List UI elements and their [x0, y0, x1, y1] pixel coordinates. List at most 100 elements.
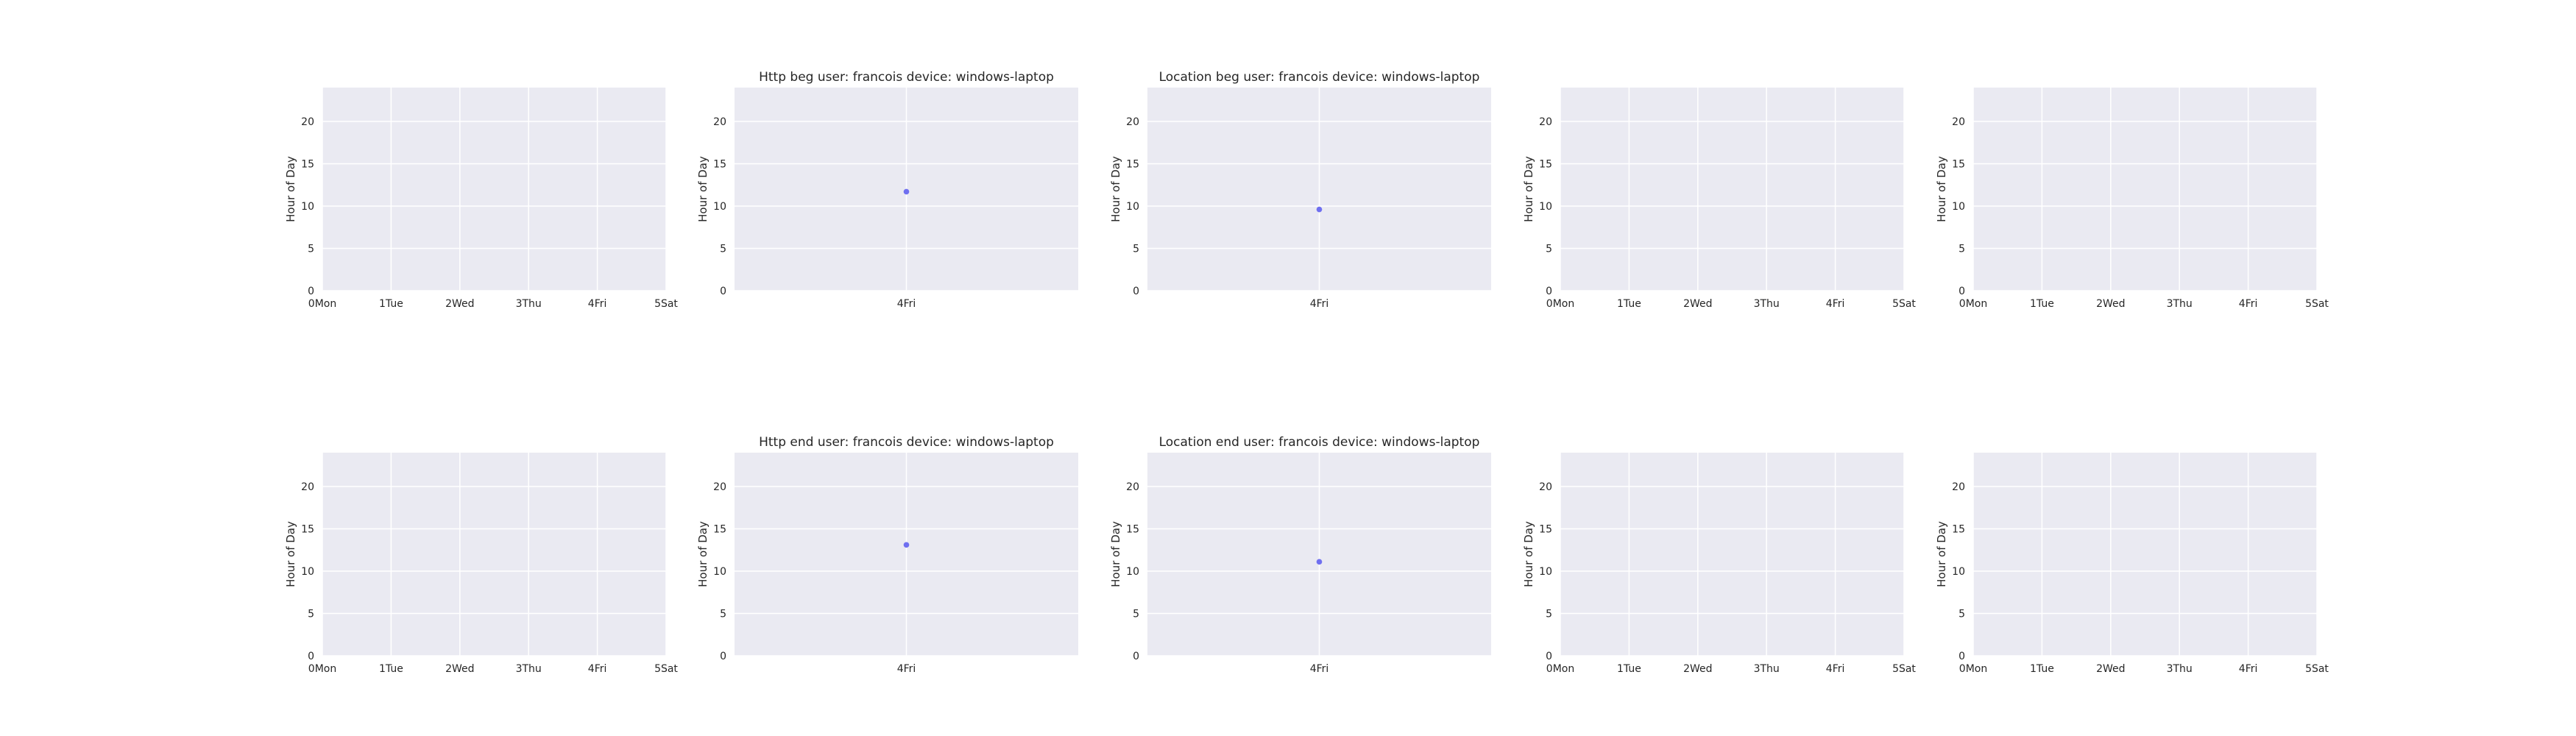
- data-point: [903, 188, 910, 195]
- y-tick-label: 0: [1958, 286, 1965, 297]
- y-axis-label: Hour of Day: [1109, 521, 1122, 587]
- plot-area: [1973, 88, 2317, 291]
- y-tick-label: 20: [301, 116, 314, 128]
- x-tick-label: 4Fri: [897, 663, 916, 675]
- y-tick-label: 0: [1546, 651, 1552, 662]
- y-tick-label: 20: [301, 481, 314, 493]
- x-tick-label: 1Tue: [1617, 663, 1641, 675]
- subplot-3: 0 5 10 15 20 4Fri Hour of Day Location beg user…: [1109, 70, 1491, 310]
- y-tick-label: 15: [301, 524, 314, 536]
- x-tick-label: 1Tue: [2030, 298, 2054, 310]
- y-axis-label: Hour of Day: [1522, 521, 1535, 587]
- x-tick-label: 2Wed: [2096, 298, 2125, 310]
- y-tick-label: 5: [308, 244, 314, 255]
- y-tick-label: 10: [301, 201, 314, 213]
- y-tick-label: 5: [1546, 609, 1552, 620]
- y-tick-label: 20: [1952, 116, 1965, 128]
- x-tick-label: 0Mon: [308, 663, 336, 675]
- x-tick-label: 5Sat: [2305, 663, 2329, 675]
- y-tick-label: 15: [1539, 524, 1552, 536]
- x-tick-label: 4Fri: [2239, 298, 2258, 310]
- x-tick-label: 4Fri: [1310, 298, 1329, 310]
- y-axis-label: Hour of Day: [1935, 156, 1948, 222]
- data-point: [1316, 206, 1323, 213]
- y-tick-label: 10: [713, 201, 726, 213]
- x-tick-label: 4Fri: [1310, 663, 1329, 675]
- y-tick-label: 20: [1126, 481, 1139, 493]
- y-tick-label: 0: [720, 286, 726, 297]
- y-tick-label: 5: [720, 244, 726, 255]
- plot-area: [322, 88, 666, 291]
- y-tick-label: 15: [1126, 524, 1139, 536]
- y-tick-label: 20: [1539, 481, 1552, 493]
- subplot-1: 0 5 10 15 20 0Mon 1Tue 2Wed 3Thu 4Fri 5Sat Hour of …: [284, 88, 678, 310]
- y-tick-label: 15: [1539, 159, 1552, 171]
- x-tick-label: 4Fri: [1826, 298, 1845, 310]
- data-point: [1316, 559, 1323, 565]
- y-axis-label: Hour of Day: [284, 521, 297, 587]
- y-tick-label: 0: [308, 651, 314, 662]
- y-tick-label: 10: [1539, 566, 1552, 578]
- subplot-7: 0 5 10 15 20 4Fri Hour of Day Http end user: fr…: [696, 435, 1078, 675]
- y-axis-label: Hour of Day: [696, 521, 710, 587]
- x-tick-label: 3Thu: [516, 663, 542, 675]
- subplot-6: 0 5 10 15 20 0Mon 1Tue 2Wed 3Thu 4Fri 5Sat Hour of …: [284, 453, 678, 675]
- x-tick-label: 1Tue: [379, 298, 403, 310]
- x-tick-label: 3Thu: [516, 298, 542, 310]
- plot-area: [322, 453, 666, 656]
- x-tick-label: 1Tue: [379, 663, 403, 675]
- y-tick-label: 10: [1952, 566, 1965, 578]
- y-tick-label: 15: [713, 159, 726, 171]
- plot-area: [1973, 453, 2317, 656]
- x-tick-label: 3Thu: [1754, 663, 1780, 675]
- x-tick-label: 5Sat: [2305, 298, 2329, 310]
- plot-area: [1560, 453, 1904, 656]
- y-tick-label: 15: [1952, 159, 1965, 171]
- x-tick-label: 5Sat: [1892, 663, 1916, 675]
- x-tick-label: 4Fri: [897, 298, 916, 310]
- subplot-10: 0 5 10 15 20 0Mon 1Tue 2Wed 3Thu 4Fri 5Sat Hour of …: [1935, 453, 2329, 675]
- x-tick-label: 4Fri: [588, 663, 607, 675]
- y-tick-label: 15: [1126, 159, 1139, 171]
- y-tick-label: 15: [713, 524, 726, 536]
- y-tick-label: 20: [713, 116, 726, 128]
- y-tick-label: 20: [1952, 481, 1965, 493]
- y-tick-label: 15: [1952, 524, 1965, 536]
- y-tick-label: 10: [301, 566, 314, 578]
- y-tick-label: 0: [1133, 651, 1139, 662]
- x-tick-label: 2Wed: [445, 663, 474, 675]
- x-tick-label: 0Mon: [1546, 298, 1574, 310]
- x-tick-label: 0Mon: [308, 298, 336, 310]
- x-tick-label: 0Mon: [1959, 663, 1987, 675]
- x-tick-label: 3Thu: [2167, 663, 2193, 675]
- y-axis-label: Hour of Day: [1935, 521, 1948, 587]
- x-tick-label: 2Wed: [1683, 663, 1712, 675]
- y-tick-label: 0: [1133, 286, 1139, 297]
- x-tick-label: 4Fri: [2239, 663, 2258, 675]
- subplot-9: 0 5 10 15 20 0Mon 1Tue 2Wed 3Thu 4Fri 5Sat Hour of …: [1522, 453, 1916, 675]
- y-tick-label: 5: [1546, 244, 1552, 255]
- y-tick-label: 0: [720, 651, 726, 662]
- y-tick-label: 5: [1133, 609, 1139, 620]
- y-tick-label: 10: [1952, 201, 1965, 213]
- y-tick-label: 0: [1958, 651, 1965, 662]
- chart-title: Http beg user: francois device: windows-…: [759, 70, 1054, 85]
- y-tick-label: 10: [1539, 201, 1552, 213]
- y-tick-label: 15: [301, 159, 314, 171]
- y-tick-label: 20: [1126, 116, 1139, 128]
- x-tick-label: 1Tue: [2030, 663, 2054, 675]
- y-tick-label: 0: [308, 286, 314, 297]
- x-tick-label: 5Sat: [1892, 298, 1916, 310]
- y-tick-label: 5: [1958, 609, 1965, 620]
- y-axis-label: Hour of Day: [696, 156, 710, 222]
- y-axis-label: Hour of Day: [1109, 156, 1122, 222]
- subplot-2: 0 5 10 15 20 4Fri Hour of Day Http beg user: fr…: [696, 70, 1078, 310]
- y-tick-label: 20: [713, 481, 726, 493]
- x-tick-label: 2Wed: [1683, 298, 1712, 310]
- x-tick-label: 2Wed: [445, 298, 474, 310]
- chart-title: Location end user: francois device: wind…: [1159, 435, 1480, 450]
- plot-area: [1560, 88, 1904, 291]
- chart-title: Location beg user: francois device: wind…: [1159, 70, 1480, 85]
- x-tick-label: 5Sat: [654, 298, 678, 310]
